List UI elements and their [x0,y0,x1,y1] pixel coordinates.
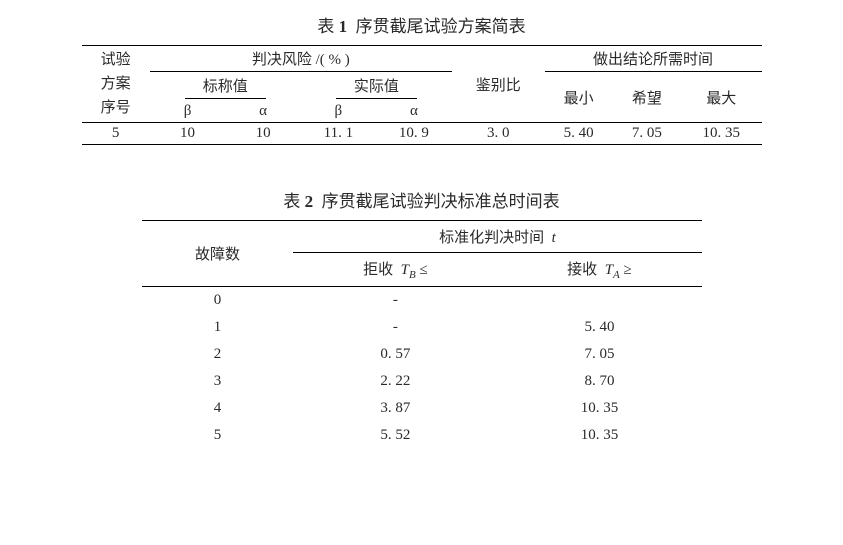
t1-act-alpha: α [376,101,452,123]
t1-r-nomb: 10 [150,123,226,145]
t2-cell-acc: 5. 40 [497,314,701,341]
t1-r-id: 5 [82,123,150,145]
t1-r-actb: 11. 1 [301,123,376,145]
t2-cell-rej: - [293,314,497,341]
table-row: 43. 8710. 35 [142,395,702,422]
t1-r-acta: 10. 9 [376,123,452,145]
t1-tmin-head: 最小 [545,72,613,123]
t1-actual-head: 实际值 [301,72,452,102]
t2-faults-head: 故障数 [142,221,294,287]
table1-caption: 表 1 序贯截尾试验方案简表 [80,12,763,37]
t2-cell-rej: 0. 57 [293,341,497,368]
t2-cell-n: 0 [142,287,294,315]
t2-cell-rej: 5. 52 [293,422,497,449]
table-row: 0- [142,287,702,315]
t2-cell-n: 1 [142,314,294,341]
table1-caption-prefix: 表 [317,17,334,36]
t2-cell-n: 3 [142,368,294,395]
t1-col-plan: 试验方案序号 [82,46,150,123]
table-row: 32. 228. 70 [142,368,702,395]
t2-accept-head: 接收 TA ≥ [497,253,701,287]
t1-nom-alpha: α [225,101,301,123]
t1-r-ratio: 3. 0 [452,123,545,145]
t2-cell-acc [497,287,701,315]
table1: 试验方案序号 判决风险 /( % ) 鉴别比 做出结论所需时间 标称值 实际值 … [82,45,762,145]
table2-caption: 表 2 序贯截尾试验判决标准总时间表 [80,187,763,212]
t2-reject-head: 拒收 TB ≤ [293,253,497,287]
table2-caption-num: 2 [305,192,314,211]
t2-cell-rej: - [293,287,497,315]
t2-cell-acc: 10. 35 [497,395,701,422]
t2-cell-n: 5 [142,422,294,449]
t1-r-noma: 10 [225,123,301,145]
t2-cell-acc: 8. 70 [497,368,701,395]
t1-r-tmin: 5. 40 [545,123,613,145]
t1-tmax-head: 最大 [681,72,761,123]
t1-nom-beta: β [150,101,226,123]
table1-caption-text: 序贯截尾试验方案简表 [356,17,526,36]
table-row: 20. 577. 05 [142,341,702,368]
t2-cell-acc: 10. 35 [497,422,701,449]
t2-stdtime-head: 标准化判决时间 t [293,221,701,253]
t2-cell-acc: 7. 05 [497,341,701,368]
t2-cell-rej: 3. 87 [293,395,497,422]
t1-ratio-head: 鉴别比 [452,46,545,123]
table1-caption-num: 1 [339,17,348,36]
table2: 故障数 标准化判决时间 t 拒收 TB ≤ 接收 TA ≥ 0-1-5. 402… [142,220,702,449]
t1-thope-head: 希望 [613,72,681,123]
table-row: 55. 5210. 35 [142,422,702,449]
t1-r-tmax: 10. 35 [681,123,761,145]
table2-caption-prefix: 表 [283,192,300,211]
table-row: 1-5. 40 [142,314,702,341]
table2-caption-text: 序贯截尾试验判决标准总时间表 [322,192,560,211]
t1-r-thope: 7. 05 [613,123,681,145]
t2-cell-rej: 2. 22 [293,368,497,395]
t2-cell-n: 4 [142,395,294,422]
t1-risk-group: 判决风险 /( % ) [150,46,452,72]
t2-cell-n: 2 [142,341,294,368]
t1-act-beta: β [301,101,376,123]
t1-time-group: 做出结论所需时间 [545,46,762,72]
t1-nominal-head: 标称值 [150,72,301,102]
